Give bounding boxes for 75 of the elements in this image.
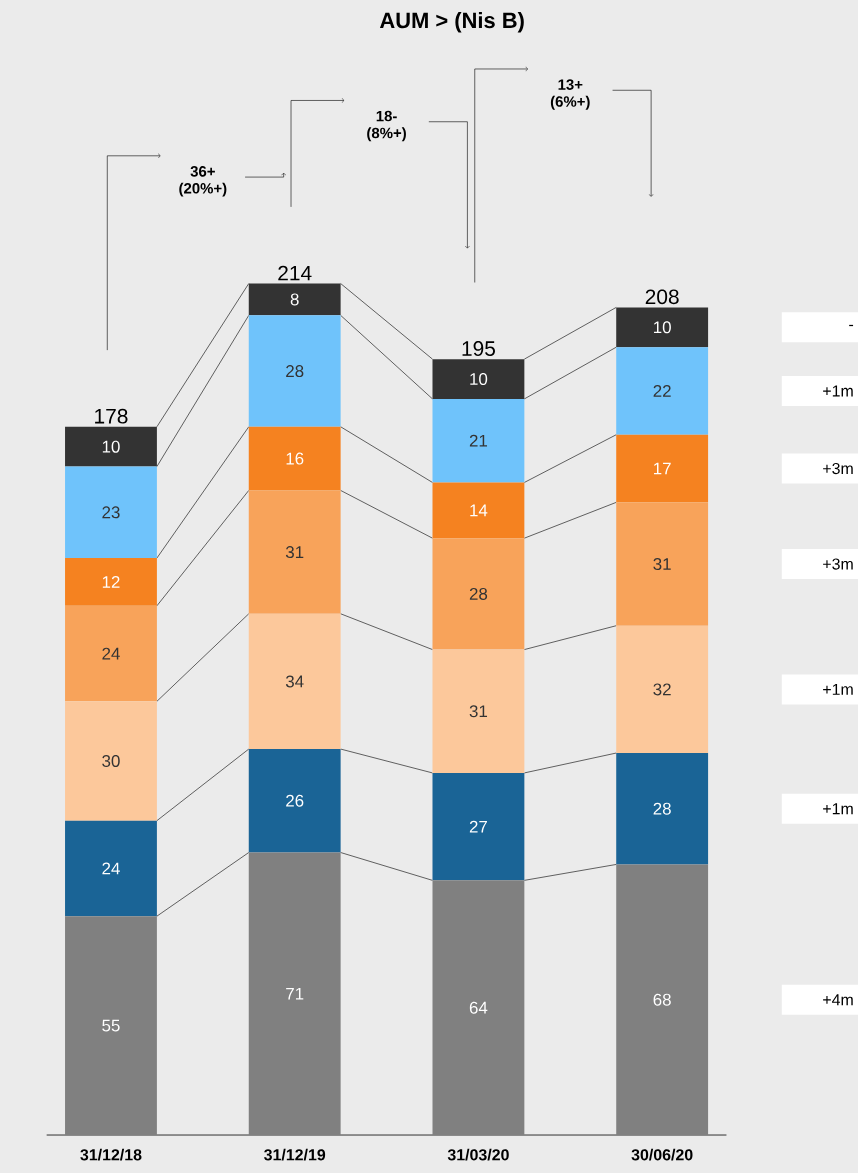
chart-title: AUM > (Nis B) bbox=[380, 12, 524, 33]
bar bbox=[248, 852, 341, 1136]
x-tick-label: 30/06/20 bbox=[631, 1148, 693, 1161]
total-label: 214 bbox=[278, 265, 312, 281]
text: - bbox=[849, 324, 854, 327]
data-label: 10 bbox=[470, 373, 488, 386]
data-label: 10 bbox=[654, 321, 672, 334]
bar bbox=[432, 398, 525, 483]
bar bbox=[65, 558, 158, 606]
text: +3m bbox=[823, 558, 853, 570]
data-label: 68 bbox=[653, 993, 671, 1006]
data-label: 12 bbox=[102, 576, 120, 588]
data-label: 10 bbox=[102, 440, 120, 453]
bar bbox=[248, 315, 341, 427]
bar bbox=[616, 864, 709, 1136]
data-label: 31 bbox=[286, 546, 304, 559]
text: +4m bbox=[823, 994, 853, 1006]
data-label: 31 bbox=[469, 705, 488, 718]
bar bbox=[65, 701, 158, 821]
text: +1m bbox=[823, 683, 853, 695]
data-label: 8 bbox=[290, 293, 299, 306]
data-label: 28 bbox=[286, 365, 304, 378]
bar bbox=[616, 307, 709, 348]
data-label: 24 bbox=[102, 862, 120, 875]
bar bbox=[432, 772, 525, 881]
data-label: 30 bbox=[102, 755, 120, 767]
bar bbox=[432, 880, 525, 1136]
total-label: 195 bbox=[462, 341, 496, 356]
bar bbox=[432, 649, 525, 773]
bar bbox=[65, 820, 158, 917]
text: +1m bbox=[823, 385, 853, 397]
text: +1m bbox=[823, 803, 853, 815]
data-label: 17 bbox=[654, 462, 671, 475]
data-label: 64 bbox=[469, 1001, 488, 1014]
data-label: 31 bbox=[653, 558, 671, 571]
bar bbox=[432, 482, 525, 539]
bar bbox=[616, 502, 709, 626]
bar bbox=[248, 426, 341, 491]
x-tick-label: 31/03/20 bbox=[447, 1148, 509, 1161]
bar bbox=[65, 916, 158, 1136]
data-label: 55 bbox=[102, 1019, 120, 1032]
bar bbox=[248, 490, 341, 614]
bar bbox=[616, 625, 709, 754]
data-label: 32 bbox=[653, 683, 671, 696]
x-tick-label: 31/12/19 bbox=[264, 1148, 326, 1161]
bar bbox=[616, 347, 709, 435]
bar bbox=[616, 753, 709, 865]
bar bbox=[65, 605, 158, 702]
data-label: 71 bbox=[286, 987, 304, 1000]
text: 36+ (20%+) bbox=[179, 166, 227, 197]
data-label: 22 bbox=[653, 385, 671, 397]
bar bbox=[248, 613, 341, 750]
data-label: 16 bbox=[286, 452, 304, 465]
data-label: 28 bbox=[469, 587, 488, 600]
bar bbox=[65, 426, 158, 467]
text: 18- (8%+) bbox=[367, 110, 407, 142]
data-label: 34 bbox=[286, 675, 304, 688]
data-label: 28 bbox=[653, 802, 671, 815]
total-label: 208 bbox=[645, 289, 679, 305]
bar bbox=[248, 749, 341, 853]
data-label: 26 bbox=[286, 794, 304, 807]
data-label: 21 bbox=[469, 434, 488, 447]
text: 13+ (6%+) bbox=[551, 79, 590, 110]
total-label: 178 bbox=[95, 408, 128, 424]
bar bbox=[248, 283, 341, 316]
text: +3m bbox=[823, 462, 853, 475]
data-label: 14 bbox=[470, 504, 488, 517]
bar bbox=[65, 466, 158, 559]
data-label: 27 bbox=[469, 820, 488, 833]
bar bbox=[616, 434, 709, 503]
x-tick-label: 31/12/18 bbox=[80, 1148, 142, 1161]
data-label: 23 bbox=[102, 506, 120, 519]
bar bbox=[432, 359, 525, 399]
data-label: 24 bbox=[102, 647, 120, 660]
bar bbox=[432, 538, 525, 650]
